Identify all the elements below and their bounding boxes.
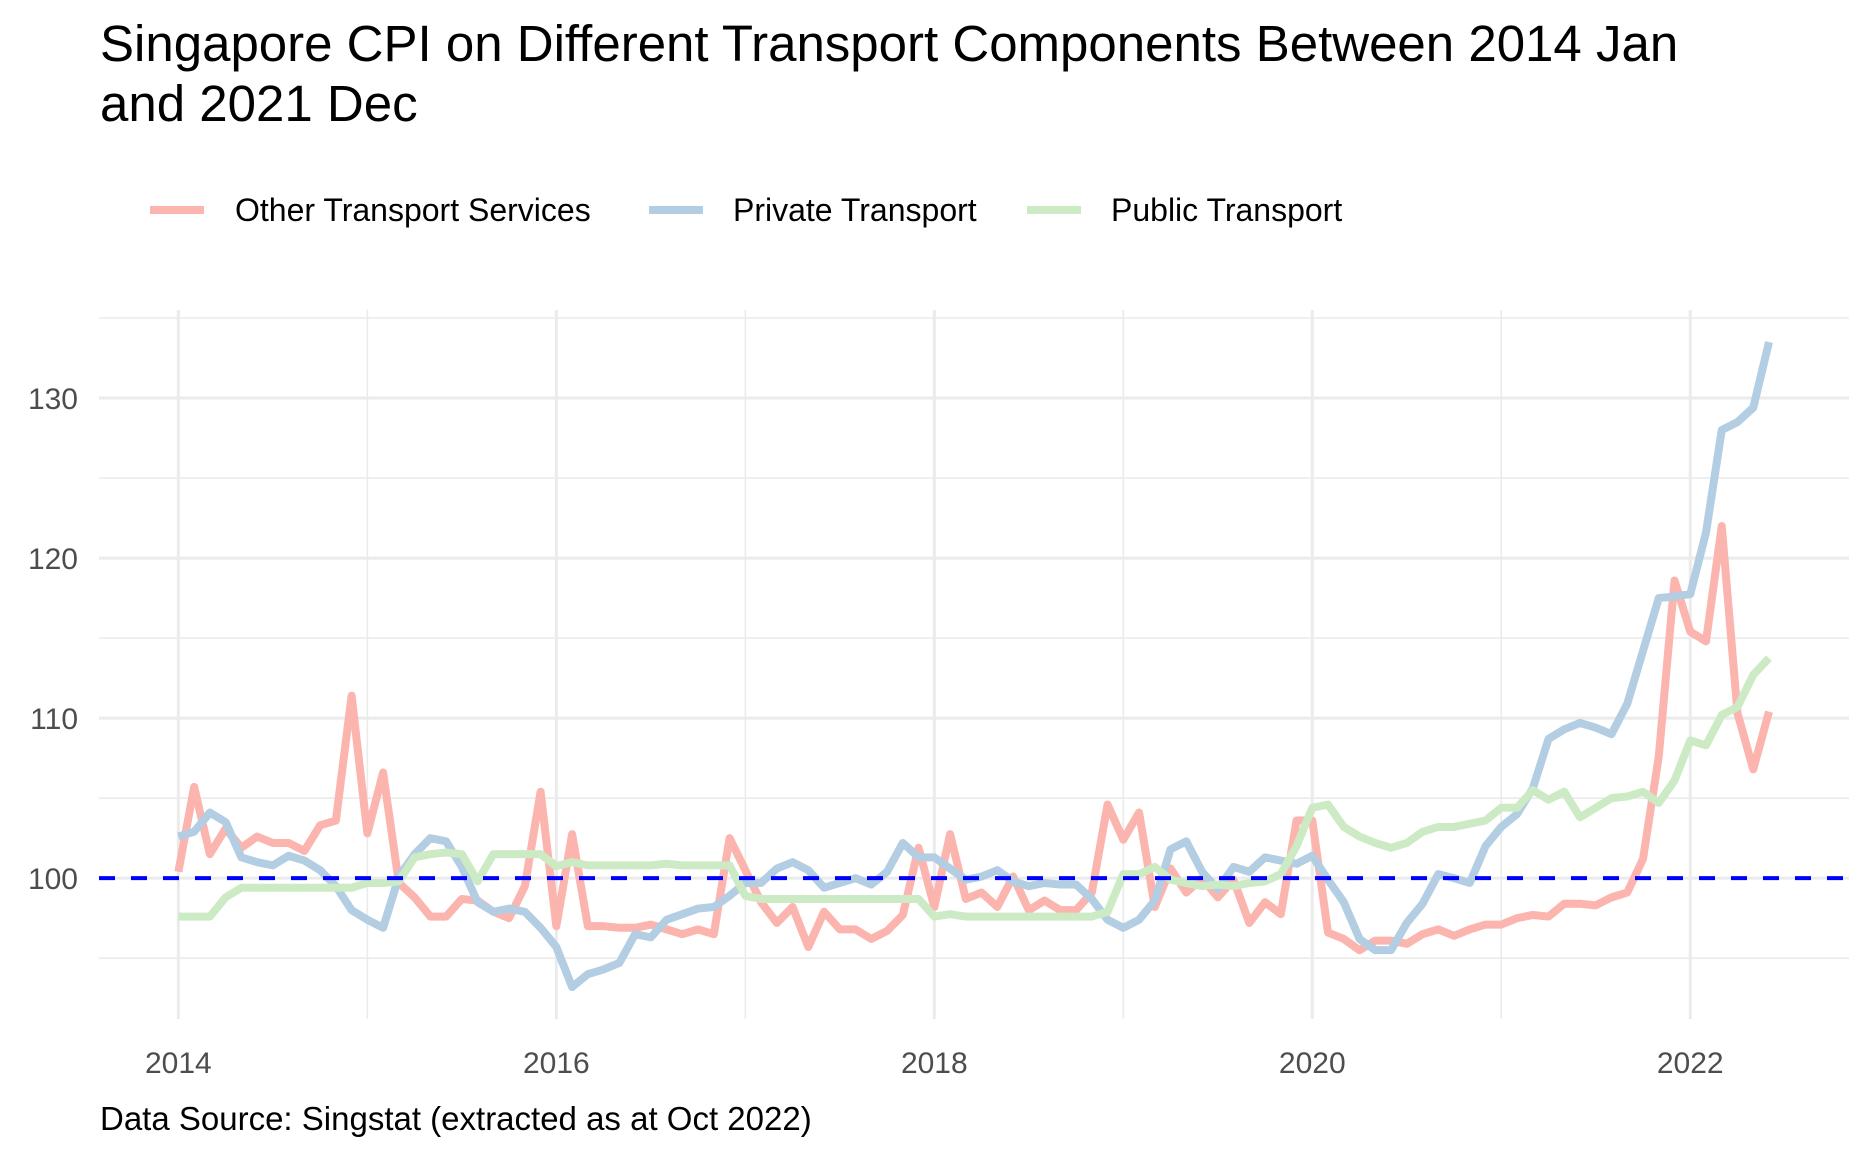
legend-item: Private Transport	[649, 192, 977, 228]
legend-label: Other Transport Services	[235, 192, 591, 228]
series-line-private-transport	[177, 341, 1773, 991]
legend-label: Public Transport	[1111, 192, 1342, 228]
legend: Other Transport Services Private Transpor…	[150, 192, 1342, 228]
series-line-other-transport-services	[174, 522, 1773, 955]
y-tick-label: 110	[30, 703, 78, 736]
x-tick-label: 2020	[1279, 1047, 1346, 1080]
x-axis-ticks: 2014 2016 2018 2020 2022	[145, 1047, 1724, 1080]
y-axis-ticks: 100 110 120 130	[28, 383, 78, 896]
series-group	[174, 341, 1773, 991]
x-tick-label: 2016	[523, 1047, 590, 1080]
y-tick-label: 100	[28, 863, 78, 896]
x-tick-label: 2018	[901, 1047, 968, 1080]
x-tick-label: 2014	[145, 1047, 212, 1080]
legend-item: Public Transport	[1027, 192, 1342, 228]
legend-item: Other Transport Services	[150, 192, 591, 228]
y-tick-label: 130	[28, 383, 78, 416]
y-tick-label: 120	[28, 543, 78, 576]
series-line-public-transport	[178, 655, 1772, 921]
chart-caption: Data Source: Singstat (extracted as at O…	[100, 1100, 812, 1137]
x-tick-label: 2022	[1657, 1047, 1724, 1080]
chart-title-line-2: and 2021 Dec	[100, 75, 418, 132]
chart-title-line-1: Singapore CPI on Different Transport Com…	[100, 15, 1678, 72]
legend-label: Private Transport	[733, 192, 977, 228]
